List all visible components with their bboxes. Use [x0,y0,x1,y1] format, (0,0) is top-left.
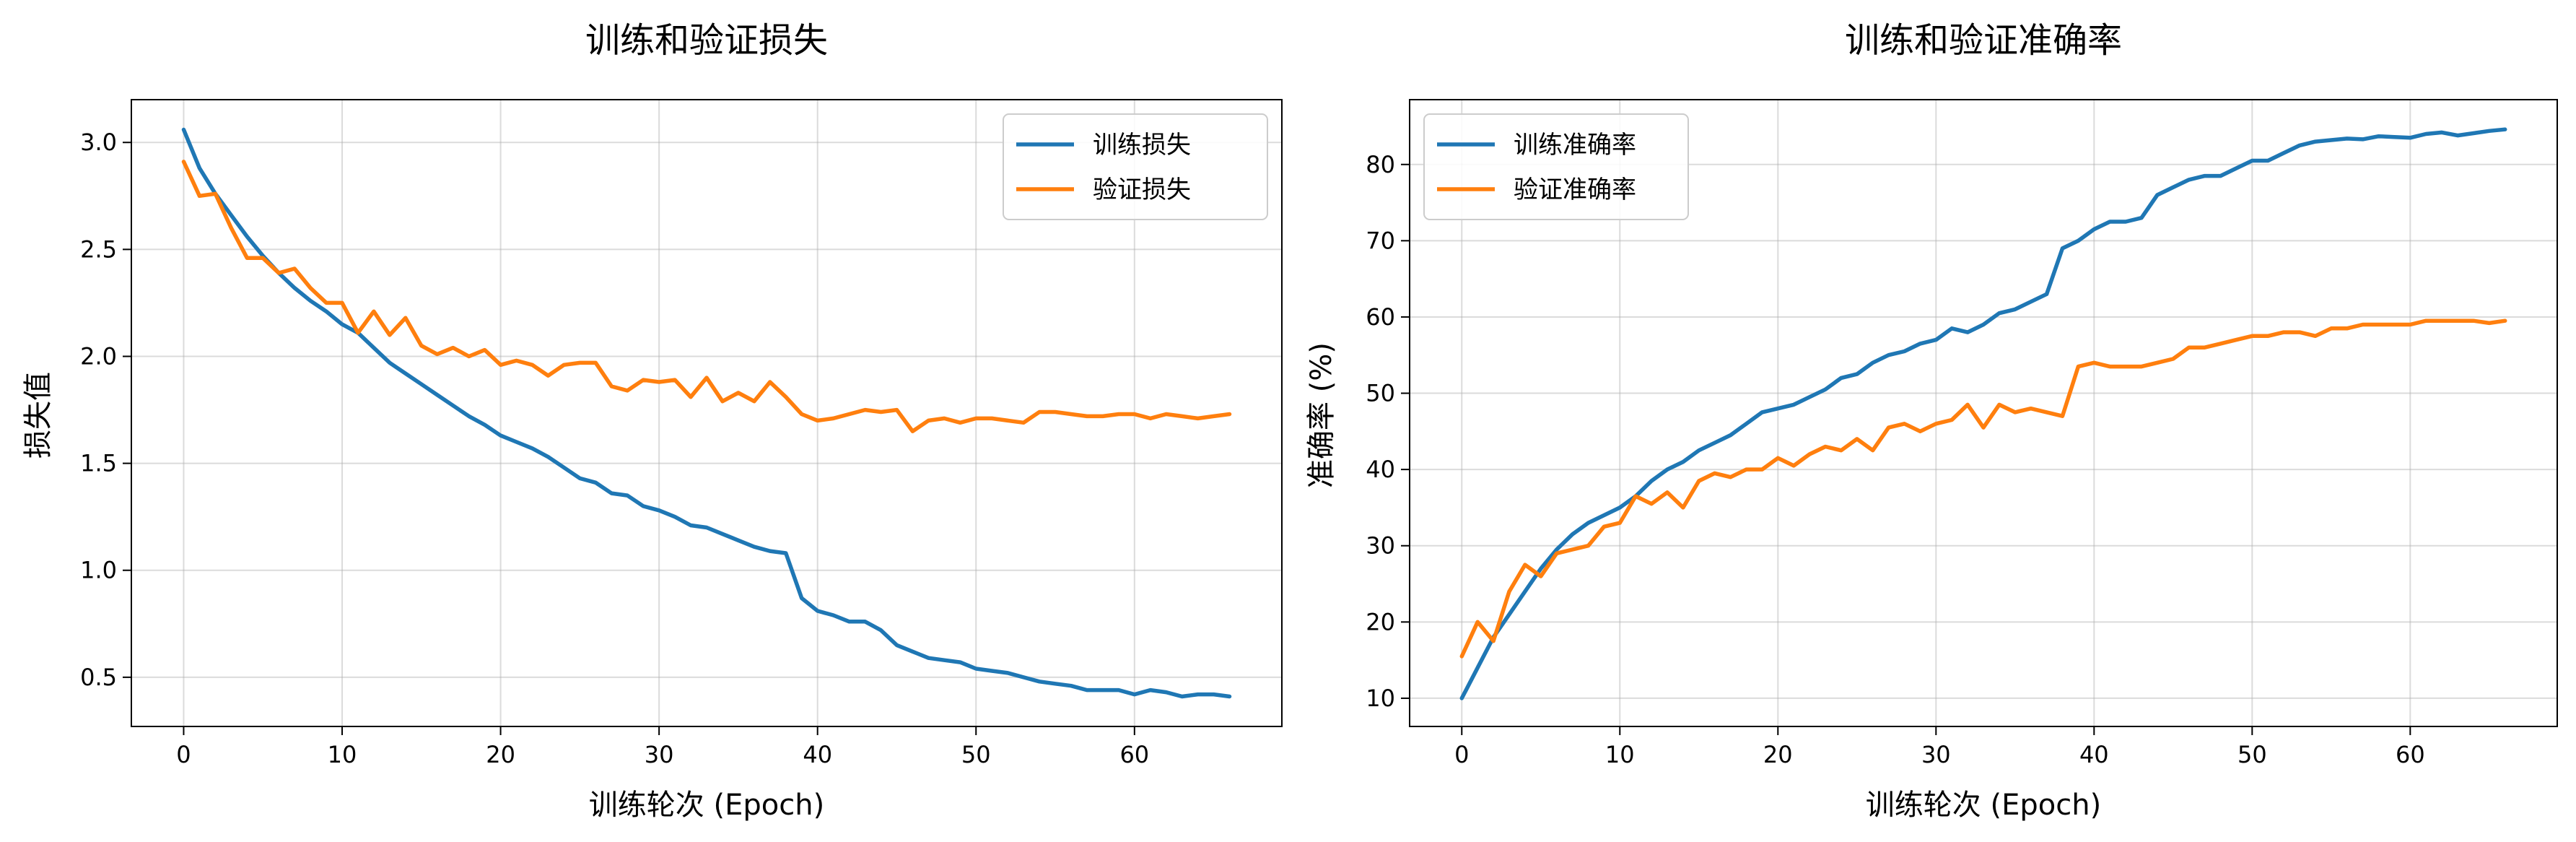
accuracy-axes-frame [1409,99,2558,727]
accuracy-chart-title: 训练和验证准确率 [1845,20,2122,61]
accuracy-y-tick-label: 80 [1366,151,1395,178]
accuracy-x-axis-label: 训练轮次 (Epoch) [1866,789,2101,822]
accuracy-x-tick-label: 10 [1605,741,1635,768]
accuracy-y-tick-label: 70 [1366,227,1395,254]
loss-x-tick-label: 20 [486,741,515,768]
accuracy-x-tick-label: 20 [1763,741,1793,768]
accuracy-y-tick-label: 60 [1366,303,1395,331]
loss-x-tick-label: 60 [1119,741,1149,768]
accuracy-y-tick-label: 50 [1366,380,1395,407]
loss-legend-entry-1: 训练损失 [1093,131,1191,160]
accuracy-y-axis-label: 准确率 (%) [1305,342,1338,488]
accuracy-legend-entry-1: 训练准确率 [1514,131,1636,160]
loss-gridlines [131,100,1282,726]
loss-x-tick-label: 0 [176,741,191,768]
accuracy-y-ticks: 10 20 30 40 50 60 70 80 [1366,151,1410,712]
loss-y-tick-label: 0.5 [80,664,117,691]
loss-x-axis-label: 训练轮次 (Epoch) [589,789,824,822]
accuracy-y-tick-label: 40 [1366,456,1395,483]
accuracy-x-tick-label: 40 [2079,741,2109,768]
accuracy-legend-entry-2: 验证准确率 [1514,175,1636,204]
loss-legend-entry-2: 验证损失 [1093,175,1191,204]
accuracy-chart: 训练和验证准确率 0 10 20 30 40 50 60 1020304050607080 … [1305,20,2558,822]
loss-x-ticks: 0 10 20 30 40 50 60 [176,726,1149,768]
loss-series-line-2 [181,160,1232,433]
loss-y-tick-label: 1.5 [80,450,117,477]
accuracy-x-tick-label: 0 [1454,741,1469,768]
accuracy-legend-box [1423,113,1689,220]
loss-y-ticks: 0.5 1.0 1.5 2.0 2.5 3.0 [80,129,131,691]
accuracy-x-tick-label: 30 [1921,741,1951,768]
accuracy-y-tick-label: 10 [1366,685,1395,712]
accuracy-x-tick-label: 50 [2237,741,2267,768]
accuracy-y-tick-label: 20 [1366,608,1395,635]
accuracy-y-tick-label: 30 [1366,532,1395,560]
loss-y-tick-label: 2.0 [80,342,117,370]
loss-x-tick-label: 30 [645,741,674,768]
loss-x-tick-label: 50 [961,741,991,768]
accuracy-series [1459,127,2507,700]
loss-x-tick-label: 40 [803,741,832,768]
loss-y-tick-label: 3.0 [80,129,117,156]
loss-axes-frame [131,99,1283,727]
loss-chart-title: 训练和验证损失 [585,20,828,61]
accuracy-x-tick-label: 60 [2396,741,2425,768]
accuracy-series-line-2 [1459,318,2507,659]
loss-y-axis-label: 损失值 [22,372,55,459]
loss-y-tick-label: 1.0 [80,557,117,584]
loss-y-tick-label: 2.5 [80,235,117,263]
loss-series [181,127,1232,699]
loss-x-tick-label: 10 [328,741,357,768]
loss-legend-box [1003,113,1268,220]
loss-chart: 训练和验证损失 0 10 20 30 40 50 60 0.5 1.0 1.5 2.0 2.5 3.0… [22,20,1283,822]
accuracy-x-ticks: 0 10 20 30 40 50 60 [1454,726,2425,768]
